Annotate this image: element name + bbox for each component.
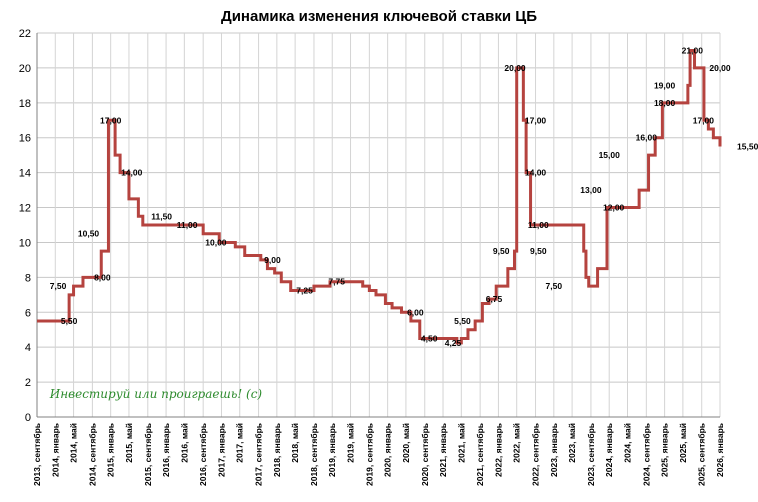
x-tick-label: 2020, май xyxy=(401,423,411,463)
data-label: 17,00 xyxy=(693,115,715,125)
x-tick-label: 2014, январь xyxy=(50,423,60,477)
x-tick-label: 2019, май xyxy=(346,423,356,463)
x-tick-label: 2016, сентябрь xyxy=(198,423,208,486)
x-tick-label: 2025, январь xyxy=(660,423,670,477)
x-tick-label: 2020, сентябрь xyxy=(420,423,430,486)
x-tick-label: 2026, январь xyxy=(715,423,725,477)
x-tick-label: 2016, май xyxy=(179,423,189,463)
x-tick-label: 2016, январь xyxy=(161,423,171,477)
y-tick-label: 12 xyxy=(19,203,31,215)
data-label: 14,00 xyxy=(121,168,143,178)
x-tick-label: 2015, сентябрь xyxy=(143,423,153,486)
x-tick-label: 2022, сентябрь xyxy=(531,423,541,486)
annotation-text: Инвестируй или проиграешь! (с) xyxy=(49,387,263,401)
data-label: 19,00 xyxy=(654,80,676,90)
data-label: 20,00 xyxy=(709,63,731,73)
data-label: 10,00 xyxy=(205,237,227,247)
y-tick-label: 8 xyxy=(25,272,31,284)
y-tick-label: 2 xyxy=(25,377,31,389)
x-gridlines xyxy=(36,33,721,417)
data-label: 9,50 xyxy=(530,246,547,256)
x-tick-label: 2024, сентябрь xyxy=(641,423,651,486)
x-tick-label: 2015, май xyxy=(124,423,134,463)
y-tick-labels: 0 2 4 6 8 10 12 14 16 18 20 22 xyxy=(19,28,31,424)
x-tick-label: 2014, сентябрь xyxy=(87,423,97,486)
data-label: 11,00 xyxy=(528,220,549,230)
x-tick-label: 2025, май xyxy=(678,423,688,463)
y-tick-label: 4 xyxy=(25,342,31,354)
x-tick-label: 2019, сентябрь xyxy=(364,423,374,486)
data-label: 7,50 xyxy=(546,281,563,291)
data-label: 11,50 xyxy=(151,211,172,221)
y-tick-label: 6 xyxy=(25,307,31,319)
data-label: 7,75 xyxy=(328,277,345,287)
data-label: 8,00 xyxy=(94,272,111,282)
data-label: 9,00 xyxy=(264,255,281,265)
data-label: 17,00 xyxy=(100,115,122,125)
y-tick-label: 20 xyxy=(19,63,31,75)
x-tick-label: 2022, январь xyxy=(493,423,503,477)
x-tick-label: 2023, сентябрь xyxy=(586,423,596,486)
data-label: 12,00 xyxy=(603,203,625,213)
y-tick-label: 0 xyxy=(25,412,31,424)
data-label: 6,75 xyxy=(486,294,503,304)
data-label: 16,00 xyxy=(636,133,658,143)
chart-title: Динамика изменения ключевой ставки ЦБ xyxy=(221,8,537,25)
x-tick-label: 2023, май xyxy=(567,423,577,463)
x-tick-label: 2023, январь xyxy=(549,423,559,477)
data-label: 15,00 xyxy=(599,150,621,160)
x-tick-label: 2018, сентябрь xyxy=(309,423,319,486)
data-label: 14,00 xyxy=(525,168,547,178)
x-tick-label: 2013, сентябрь xyxy=(32,423,42,486)
data-label: 6,00 xyxy=(407,307,424,317)
x-tick-labels: 2013, сентябрь 2014, январь 2014, май 2014,… xyxy=(32,423,725,486)
y-tick-label: 10 xyxy=(19,237,31,249)
x-tick-label: 2024, январь xyxy=(604,423,614,477)
x-tick-label: 2019, январь xyxy=(327,423,337,477)
x-tick-label: 2017, май xyxy=(235,423,245,463)
y-tick-label: 14 xyxy=(19,168,31,180)
data-label: 18,00 xyxy=(654,98,676,108)
series-group xyxy=(37,48,722,345)
x-tick-label: 2018, май xyxy=(290,423,300,463)
data-label: 7,25 xyxy=(296,285,313,295)
data-label: 15,50 xyxy=(737,141,758,151)
data-label: 21,00 xyxy=(682,45,704,55)
data-label: 20,00 xyxy=(504,63,526,73)
data-label: 13,00 xyxy=(580,185,602,195)
series-line xyxy=(37,48,722,345)
y-tick-label: 22 xyxy=(19,28,31,40)
data-label: 5,50 xyxy=(61,316,78,326)
data-label: 5,50 xyxy=(454,316,471,326)
data-label: 10,50 xyxy=(78,229,100,239)
x-tick-label: 2021, сентябрь xyxy=(475,423,485,486)
y-gridlines xyxy=(37,32,720,418)
y-tick-label: 16 xyxy=(19,133,31,145)
annotation-group: Инвестируй или проиграешь! (с) xyxy=(49,387,263,401)
x-tick-label: 2022, май xyxy=(512,423,522,463)
x-tick-label: 2017, январь xyxy=(216,423,226,477)
data-label: 7,50 xyxy=(50,281,67,291)
x-tick-label: 2024, май xyxy=(622,423,632,463)
x-tick-label: 2020, январь xyxy=(383,423,393,477)
axes xyxy=(36,33,720,418)
data-label: 4,50 xyxy=(421,333,438,343)
x-tick-label: 2014, май xyxy=(69,423,79,463)
data-label: 9,50 xyxy=(493,246,510,256)
x-tick-label: 2021, январь xyxy=(438,423,448,477)
data-label: 17,00 xyxy=(525,115,547,125)
x-tick-label: 2015, январь xyxy=(106,423,116,477)
x-tick-label: 2021, май xyxy=(456,423,466,463)
data-label: 11,00 xyxy=(177,220,198,230)
x-tick-label: 2025, сентябрь xyxy=(697,423,707,486)
data-label: 4,25 xyxy=(445,338,462,348)
x-tick-label: 2017, сентябрь xyxy=(254,423,264,486)
y-tick-label: 18 xyxy=(19,98,31,110)
data-labels: 7,50 5,50 10,50 8,00 17,00 14,00 11,50 11,00 10,… xyxy=(50,45,758,347)
x-tick-label: 2018, январь xyxy=(272,423,282,477)
